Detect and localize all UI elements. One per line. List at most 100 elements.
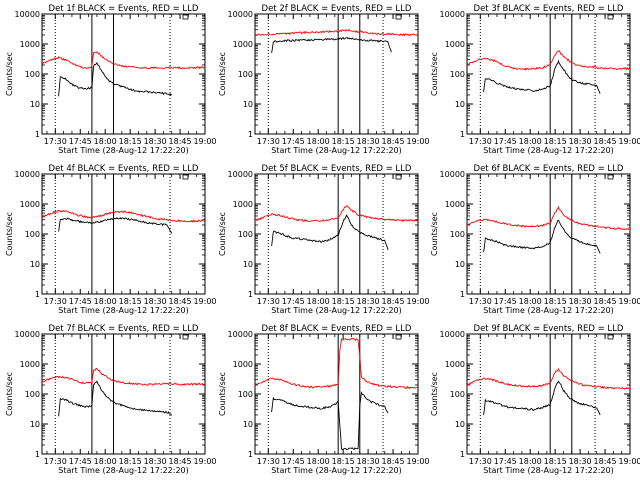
x-axis-label: Start Time (28-Aug-12 17:22:20) [58, 466, 189, 475]
x-tick-label: 18:00 [94, 137, 117, 146]
x-tick-label: 18:00 [307, 297, 330, 306]
x-tick-label: 17:30 [257, 297, 280, 306]
y-tick-label: 10000 [228, 10, 253, 19]
x-tick-label: 17:45 [69, 137, 92, 146]
y-axis-label: Counts/sec [218, 212, 227, 256]
y-tick-label: 1000 [445, 360, 465, 369]
x-tick-label: 18:15 [119, 297, 142, 306]
x-axis-label-prefix: Start Time [271, 306, 315, 315]
x-tick-label: 18:15 [119, 457, 142, 466]
x-tick-label: 18:15 [119, 137, 142, 146]
x-tick-label: 18:00 [307, 137, 330, 146]
x-tick-label: 18:45 [594, 297, 617, 306]
x-tick-label: 18:00 [94, 457, 117, 466]
y-tick-label: 10000 [440, 170, 465, 179]
y-tick-label: 10 [30, 420, 40, 429]
x-tick-label: 18:45 [594, 137, 617, 146]
x-tick-label: 17:30 [469, 137, 492, 146]
y-tick-label: 10 [243, 260, 253, 269]
chart-panel-1: Det 1f BLACK = Events, RED = LLD Counts/s… [5, 4, 217, 155]
x-axis-label: Start Time (28-Aug-12 17:22:20) [483, 466, 614, 475]
x-tick-label: 17:45 [69, 297, 92, 306]
x-tick-label: 17:45 [494, 457, 517, 466]
y-tick-label: 1 [460, 290, 465, 299]
corner-marker [395, 174, 402, 180]
x-tick-label: 17:45 [494, 137, 517, 146]
y-tick-label: 10 [30, 100, 40, 109]
x-tick-label: 18:15 [332, 457, 355, 466]
x-tick-label: 17:30 [44, 297, 67, 306]
x-tick-label: 17:45 [282, 457, 305, 466]
plot-title: Det 1f BLACK = Events, RED = LLD [49, 4, 199, 14]
y-tick-label: 1 [248, 130, 253, 139]
series-line-lld [466, 205, 631, 231]
y-axis-label: Counts/sec [5, 372, 14, 416]
y-tick-label: 10000 [228, 330, 253, 339]
x-tick-label: 19:00 [193, 137, 216, 146]
y-tick-label: 10000 [15, 170, 40, 179]
x-tick-label: 17:45 [69, 457, 92, 466]
series-line-lld [254, 205, 419, 223]
x-tick-label: 18:45 [382, 297, 405, 306]
x-axis-label: Start Time (28-Aug-12 17:22:20) [58, 146, 189, 155]
x-tick-label: 18:30 [144, 297, 167, 306]
y-tick-label: 100 [25, 230, 40, 239]
x-tick-label: 18:30 [357, 297, 380, 306]
y-tick-label: 1 [460, 130, 465, 139]
x-axis-label-prefix: Start Time [58, 306, 102, 315]
x-tick-label: 17:45 [282, 297, 305, 306]
series-line-events [58, 380, 173, 417]
series-line-lld [254, 28, 419, 37]
series-line-events [483, 219, 601, 254]
y-tick-label: 1000 [233, 40, 253, 49]
x-tick-label: 18:45 [169, 297, 192, 306]
y-tick-label: 10 [243, 420, 253, 429]
y-axis-label: Counts/sec [5, 52, 14, 96]
x-axis-label-date: (28-Aug-12 17:22:20) [102, 306, 188, 315]
y-tick-label: 1000 [445, 40, 465, 49]
x-axis-label-prefix: Start Time [58, 466, 102, 475]
y-tick-label: 10 [243, 100, 253, 109]
x-tick-label: 19:00 [618, 297, 640, 306]
y-tick-label: 100 [25, 390, 40, 399]
y-tick-label: 100 [450, 70, 465, 79]
y-axis-label: Counts/sec [430, 372, 439, 416]
x-axis-label-date: (28-Aug-12 17:22:20) [315, 146, 401, 155]
x-tick-label: 17:30 [257, 137, 280, 146]
x-tick-label: 18:15 [544, 137, 567, 146]
plot-title: Det 7f BLACK = Events, RED = LLD [49, 324, 199, 334]
x-tick-label: 19:00 [193, 457, 216, 466]
x-tick-label: 18:45 [169, 137, 192, 146]
y-tick-label: 1 [35, 290, 40, 299]
x-tick-label: 18:30 [569, 457, 592, 466]
x-tick-label: 18:15 [544, 297, 567, 306]
x-tick-label: 18:30 [144, 457, 167, 466]
y-tick-label: 1 [248, 290, 253, 299]
chart-panel-3: Det 3f BLACK = Events, RED = LLD Counts/s… [430, 4, 640, 155]
series-line-events [483, 380, 601, 416]
x-tick-label: 19:00 [618, 137, 640, 146]
x-tick-label: 18:45 [382, 137, 405, 146]
x-tick-label: 17:30 [469, 297, 492, 306]
y-tick-label: 10000 [440, 330, 465, 339]
chart-panel-7: Det 7f BLACK = Events, RED = LLD Counts/s… [5, 324, 217, 475]
chart-panel-2: Det 2f BLACK = Events, RED = LLD Counts/s… [218, 4, 430, 155]
plot-title: Det 3f BLACK = Events, RED = LLD [474, 4, 624, 14]
y-axis-label: Counts/sec [430, 212, 439, 256]
x-tick-label: 18:30 [357, 457, 380, 466]
x-tick-label: 19:00 [406, 297, 429, 306]
plot-title: Det 2f BLACK = Events, RED = LLD [262, 4, 412, 14]
y-tick-label: 1000 [233, 360, 253, 369]
x-tick-label: 18:30 [357, 137, 380, 146]
y-tick-label: 1 [460, 450, 465, 459]
x-axis-label: Start Time (28-Aug-12 17:22:20) [271, 306, 402, 315]
x-tick-label: 18:00 [519, 137, 542, 146]
x-axis-label: Start Time (28-Aug-12 17:22:20) [483, 146, 614, 155]
x-axis-label-prefix: Start Time [483, 466, 527, 475]
y-tick-label: 1000 [20, 200, 40, 209]
x-tick-label: 18:30 [144, 137, 167, 146]
x-tick-label: 17:45 [282, 137, 305, 146]
x-tick-label: 18:00 [519, 297, 542, 306]
series-line-lld [466, 367, 631, 390]
